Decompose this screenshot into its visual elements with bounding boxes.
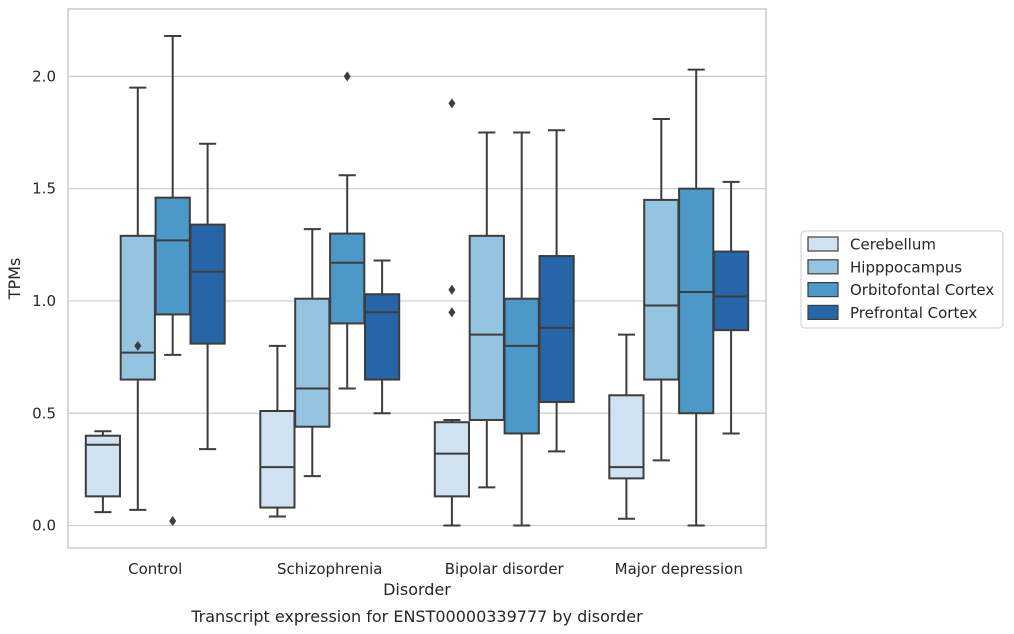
y-axis-title: TPMs [5, 258, 24, 301]
box-group [84, 430, 122, 514]
box-group [294, 228, 331, 478]
box-body [189, 223, 226, 345]
box-group [433, 98, 471, 527]
box-group [259, 344, 296, 518]
box-body [363, 293, 401, 381]
x-tick-label: Major depression [615, 560, 743, 578]
box-group [468, 131, 505, 489]
box-body [259, 410, 296, 509]
box-body [329, 232, 366, 325]
y-tick-label: 1.5 [32, 180, 56, 198]
legend-label: Orbitofontal Cortex [850, 281, 994, 299]
box-group [538, 129, 575, 453]
box-body [119, 234, 156, 381]
legend-swatch [807, 259, 839, 275]
box-group [329, 71, 366, 390]
box-group [678, 68, 715, 527]
outlier-point [448, 284, 456, 295]
box-body [154, 196, 191, 316]
box-group [119, 86, 156, 511]
box-group [363, 259, 401, 415]
box-group [712, 180, 750, 435]
box-group [154, 34, 191, 527]
y-tick-label: 0.0 [32, 517, 56, 535]
legend-swatch [807, 282, 839, 298]
plot-frame [67, 8, 767, 549]
legend-frame [800, 230, 1004, 329]
x-axis-title: Disorder [383, 580, 451, 599]
x-tick-label: Control [128, 560, 182, 578]
box-body [433, 421, 471, 498]
box-group [189, 142, 226, 451]
box-body [538, 255, 575, 404]
outlier-point [343, 71, 351, 82]
legend-swatch [807, 304, 839, 320]
box-marks [84, 34, 750, 527]
legend-label: Hipppocampus [850, 258, 962, 276]
y-tick-label: 1.0 [32, 292, 56, 310]
box-body [84, 434, 122, 498]
tick-labels: 0.0 0.5 1.0 1.5 2.0 Control Schizophrenia Bipol… [32, 67, 743, 578]
legend: Cerebellum Hipppocampus Orbitofontal Corte… [800, 230, 1004, 329]
x-tick-label: Bipolar disorder [445, 560, 565, 578]
box-body [294, 297, 331, 428]
box-body [643, 198, 680, 381]
box-group [608, 333, 645, 520]
outlier-point [169, 516, 177, 527]
outlier-point [448, 98, 456, 109]
box-body [503, 297, 540, 435]
outlier-point [134, 340, 142, 351]
box-body [712, 250, 750, 332]
y-tick-label: 0.5 [32, 404, 56, 422]
box-body [678, 187, 715, 415]
legend-swatch [807, 236, 839, 252]
chart-caption: Transcript expression for ENST0000033977… [190, 607, 643, 626]
box-group [503, 131, 540, 527]
legend-label: Prefrontal Cortex [850, 304, 977, 322]
legend-label: Cerebellum [850, 236, 936, 254]
x-tick-label: Schizophrenia [277, 560, 382, 578]
box-body [468, 234, 505, 421]
box-body [608, 394, 645, 480]
y-tick-label: 2.0 [32, 67, 56, 85]
outlier-point [448, 307, 456, 318]
